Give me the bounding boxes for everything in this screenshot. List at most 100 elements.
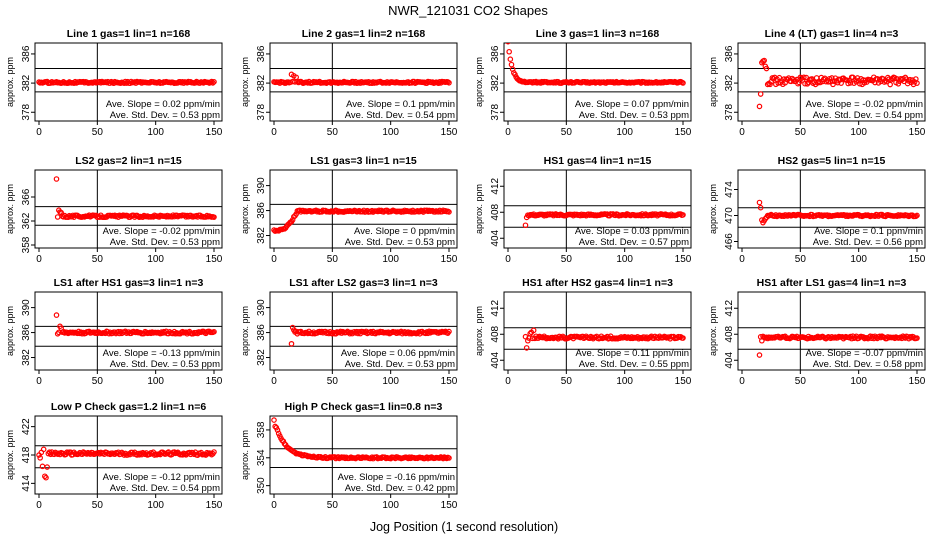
slope-annotation: Ave. Slope = -0.16 ppm/min bbox=[338, 472, 455, 483]
data-point bbox=[446, 79, 452, 86]
x-tick-label: 0 bbox=[739, 254, 745, 265]
panel-title: Line 1 gas=1 lin=1 n=168 bbox=[67, 28, 191, 40]
data-point bbox=[507, 56, 514, 62]
y-tick-label: 382 bbox=[21, 349, 32, 366]
y-tick-label: 386 bbox=[724, 45, 735, 62]
y-tick-label: 466 bbox=[724, 233, 735, 250]
stddev-annotation: Ave. Std. Dev. = 0.54 ppm bbox=[345, 110, 455, 121]
data-point bbox=[530, 327, 537, 334]
x-tick-label: 50 bbox=[327, 127, 339, 138]
x-tick-label: 150 bbox=[206, 500, 223, 511]
data-point bbox=[680, 335, 686, 341]
data-point bbox=[37, 455, 43, 461]
data-point bbox=[617, 335, 623, 342]
plot-frame bbox=[34, 169, 223, 249]
data-points bbox=[756, 333, 920, 358]
x-tick-label: 150 bbox=[909, 127, 926, 138]
x-tick-label: 100 bbox=[147, 500, 164, 511]
x-tick-label: 0 bbox=[36, 127, 42, 138]
data-point bbox=[43, 474, 49, 481]
x-tick-label: 100 bbox=[616, 127, 633, 138]
plot-frame bbox=[34, 291, 223, 371]
panel-5: LS2 gas=2 lin=1 n=15 0 50 100 150 358 362 366 ap… bbox=[5, 155, 223, 265]
x-tick-label: 100 bbox=[147, 254, 164, 265]
y-axis-label: approx. ppm bbox=[240, 430, 250, 480]
data-point bbox=[914, 335, 920, 341]
plot-frame bbox=[503, 169, 692, 249]
y-tick-label: 382 bbox=[21, 74, 32, 91]
data-point bbox=[756, 103, 763, 110]
y-tick-label: 386 bbox=[490, 45, 501, 62]
data-point bbox=[825, 79, 832, 85]
x-tick-label: 100 bbox=[616, 376, 633, 387]
x-tick-label: 150 bbox=[675, 254, 692, 265]
x-tick-label: 150 bbox=[909, 376, 926, 387]
slope-annotation: Ave. Slope = 0.1 ppm/min bbox=[814, 226, 923, 237]
x-tick-label: 150 bbox=[675, 376, 692, 387]
data-points bbox=[271, 71, 452, 87]
panel-title: High P Check gas=1 lin=0.8 n=3 bbox=[285, 401, 443, 413]
x-tick-label: 150 bbox=[206, 376, 223, 387]
data-point bbox=[211, 214, 217, 220]
x-tick-label: 0 bbox=[505, 254, 511, 265]
data-point bbox=[75, 451, 82, 457]
data-points bbox=[271, 207, 452, 234]
y-tick-label: 354 bbox=[256, 449, 267, 466]
data-points bbox=[36, 78, 217, 87]
stddev-annotation: Ave. Std. Dev. = 0.42 ppm bbox=[345, 483, 455, 494]
data-point bbox=[680, 80, 686, 86]
x-tick-label: 150 bbox=[441, 127, 458, 138]
y-tick-label: 358 bbox=[21, 236, 32, 253]
x-tick-label: 50 bbox=[92, 376, 104, 387]
y-tick-label: 378 bbox=[21, 103, 32, 120]
y-tick-label: 412 bbox=[724, 299, 735, 316]
x-tick-label: 50 bbox=[92, 254, 104, 265]
plot-frame bbox=[34, 42, 223, 122]
y-tick-label: 378 bbox=[724, 103, 735, 120]
data-point bbox=[211, 78, 217, 85]
x-tick-label: 50 bbox=[92, 127, 104, 138]
x-tick-label: 100 bbox=[382, 376, 399, 387]
x-tick-label: 100 bbox=[382, 127, 399, 138]
plot-frame bbox=[737, 169, 926, 249]
data-point bbox=[897, 76, 904, 82]
y-tick-label: 412 bbox=[490, 177, 501, 194]
slope-annotation: Ave. Slope = 0.06 ppm/min bbox=[341, 348, 455, 359]
x-tick-label: 0 bbox=[271, 500, 277, 511]
data-point bbox=[887, 81, 893, 88]
y-tick-label: 386 bbox=[21, 45, 32, 62]
data-point bbox=[505, 43, 511, 45]
slope-annotation: Ave. Slope = -0.02 ppm/min bbox=[806, 99, 923, 110]
data-point bbox=[211, 449, 217, 455]
y-tick-label: 390 bbox=[21, 299, 32, 316]
x-tick-label: 150 bbox=[441, 376, 458, 387]
y-tick-label: 474 bbox=[724, 181, 735, 198]
data-point bbox=[210, 80, 216, 86]
y-tick-label: 386 bbox=[256, 45, 267, 62]
x-tick-label: 0 bbox=[271, 376, 277, 387]
slope-annotation: Ave. Slope = -0.13 ppm/min bbox=[103, 348, 220, 359]
panel-title: LS1 gas=3 lin=1 n=15 bbox=[310, 155, 417, 167]
plot-frame bbox=[737, 42, 926, 122]
x-tick-label: 50 bbox=[327, 376, 339, 387]
panel-title: LS2 gas=2 lin=1 n=15 bbox=[75, 155, 182, 167]
data-point bbox=[845, 80, 851, 87]
y-tick-label: 390 bbox=[256, 177, 267, 194]
data-point bbox=[271, 417, 277, 423]
data-point bbox=[578, 211, 585, 218]
data-point bbox=[124, 452, 131, 458]
stddev-annotation: Ave. Std. Dev. = 0.53 ppm bbox=[345, 237, 455, 248]
data-point bbox=[914, 212, 920, 219]
data-point bbox=[830, 81, 836, 88]
x-tick-label: 0 bbox=[505, 127, 511, 138]
y-axis-label: approx. ppm bbox=[240, 57, 250, 107]
slope-annotation: Ave. Slope = 0.11 ppm/min bbox=[576, 348, 689, 359]
data-points bbox=[505, 43, 686, 86]
y-tick-label: 382 bbox=[724, 74, 735, 91]
data-point bbox=[211, 328, 217, 335]
x-tick-label: 0 bbox=[739, 127, 745, 138]
data-point bbox=[854, 75, 861, 81]
data-point bbox=[54, 214, 61, 220]
y-tick-label: 390 bbox=[256, 299, 267, 316]
y-tick-label: 404 bbox=[724, 351, 735, 368]
